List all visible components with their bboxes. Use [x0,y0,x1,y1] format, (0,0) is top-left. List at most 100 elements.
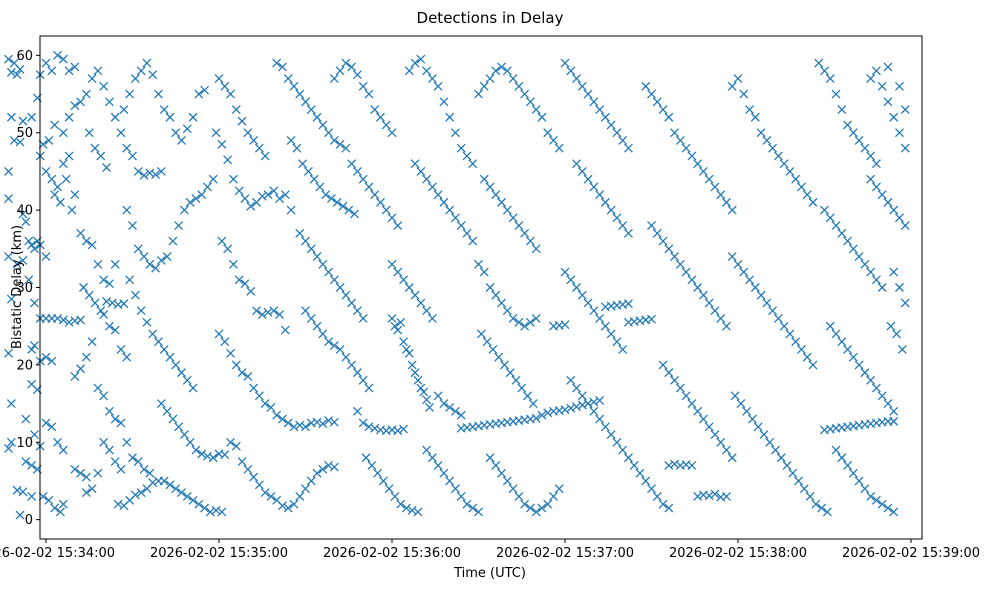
detection-point [791,337,801,347]
detection-point [257,191,267,201]
detection-point [148,478,158,487]
detection-point [249,136,259,145]
detection-point [736,399,746,409]
detection-point [27,344,37,354]
detection-point [96,306,106,316]
detection-point [900,143,910,153]
detection-point [675,136,685,145]
detection-point [877,391,887,401]
detection-point [401,503,411,513]
detection-point [387,128,397,138]
detection-point [47,174,57,184]
detection-point [358,174,368,184]
detection-point [139,464,149,474]
detection-point [329,417,339,427]
detection-point [266,403,276,412]
detection-point [341,58,351,68]
detection-point [177,488,186,498]
chart-title: Detections in Delay [417,9,564,27]
detection-point [520,89,530,99]
detection-point [301,236,310,246]
detection-point [817,503,827,513]
detection-point [762,136,772,145]
detection-point [156,399,166,409]
detection-point [479,81,489,91]
detection-point [866,491,876,501]
detection-point [589,406,599,416]
detection-point [759,430,769,439]
detection-point [217,507,227,517]
detection-point [883,399,893,409]
detection-point [883,97,893,107]
detection-point [843,120,853,130]
detection-point [151,263,161,273]
detection-point [416,383,426,393]
detection-point [301,306,310,316]
detection-point [254,143,264,153]
detection-point [476,329,486,339]
detection-point [508,213,518,223]
detection-point [687,151,697,161]
detection-point [188,112,198,122]
detection-point [416,54,426,64]
detection-point [93,383,103,393]
detection-point [722,491,731,501]
detection-point [520,228,530,238]
detection-point [208,453,218,463]
detection-point [295,89,305,99]
detection-point [263,307,273,317]
detection-point [136,66,146,76]
detection-point [560,267,570,277]
detection-point [517,383,527,393]
detection-point [159,105,169,114]
detection-point [370,105,380,114]
detection-point [843,344,853,354]
detection-point [27,240,37,250]
x-axis-label: Time (UTC) [453,566,526,581]
detection-point [886,321,896,331]
detection-point [479,267,489,277]
detection-point [324,128,334,138]
detection-point [47,422,57,432]
detection-point [15,137,25,147]
detection-point [47,66,57,76]
detection-point [188,495,198,505]
detection-point [681,143,691,153]
detection-point [664,368,674,378]
detection-point [577,290,587,300]
detection-point [87,337,97,347]
detection-point [344,205,354,215]
detection-point [318,419,328,429]
detection-point [203,182,212,192]
detection-point [324,416,334,426]
detection-point [139,252,149,261]
detection-point [179,430,189,439]
detection-point [462,499,472,509]
detection-point [416,298,426,308]
detection-point [462,151,472,161]
detection-point [589,97,599,107]
detection-point [658,360,668,370]
detection-point [520,321,530,331]
detection-point [145,468,155,478]
detection-point [128,221,137,231]
detection-point [589,397,599,407]
detection-point [275,194,284,203]
detection-point [508,74,518,84]
detection-point [583,298,593,308]
detection-point [727,81,737,91]
detection-point [750,112,760,122]
detection-point [623,143,633,153]
detection-point [773,151,783,161]
detection-point [687,275,697,285]
detection-point [243,128,253,138]
detection-point [6,294,16,304]
detection-point [76,315,86,325]
detection-point [113,499,123,509]
detection-point [177,136,186,145]
detection-point [756,128,766,138]
detection-point [306,314,316,323]
detection-point [497,468,507,478]
detection-point [606,205,616,215]
detection-point [577,166,587,176]
